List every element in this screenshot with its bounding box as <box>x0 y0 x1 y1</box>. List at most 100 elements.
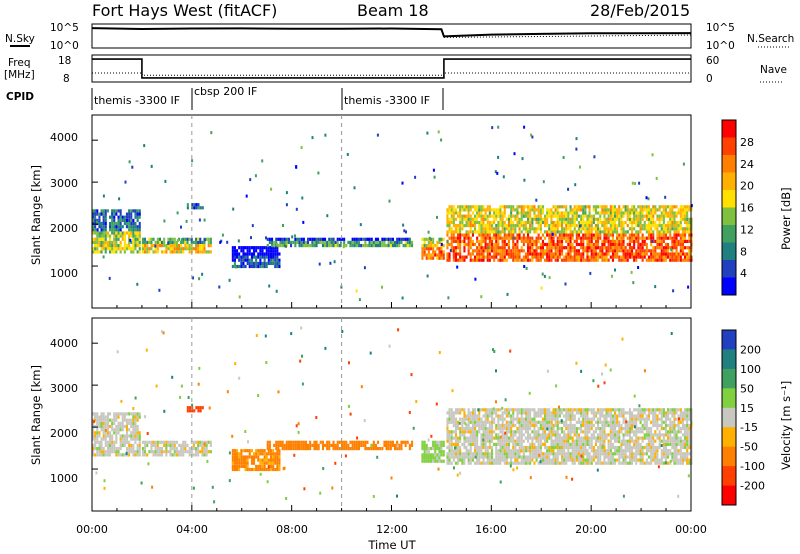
heatmap-cell <box>495 217 498 221</box>
heatmap-cell <box>622 230 625 234</box>
heatmap-cell <box>207 244 210 248</box>
heatmap-cell <box>278 449 281 453</box>
heatmap-cell <box>573 414 576 418</box>
heatmap-cell <box>633 445 636 450</box>
heatmap-cell <box>529 224 532 228</box>
heatmap-cell <box>452 233 455 237</box>
heatmap-cell <box>590 258 593 262</box>
heatmap-cell <box>594 455 597 459</box>
heatmap-cell <box>675 211 678 215</box>
heatmap-cell <box>463 455 466 459</box>
heatmap-cell <box>577 439 580 443</box>
heatmap-cell <box>450 442 453 446</box>
heatmap-cell <box>106 240 109 244</box>
heatmap-cell <box>128 218 131 222</box>
heatmap-cell <box>128 237 131 241</box>
heatmap-cell <box>586 242 589 247</box>
heatmap-cell <box>448 445 451 450</box>
heatmap-cell <box>599 411 602 415</box>
heatmap-cell <box>461 455 464 459</box>
heatmap-cell <box>618 220 621 225</box>
heatmap-cell <box>507 442 510 446</box>
heatmap-cell <box>253 455 256 459</box>
heatmap-cell <box>109 221 112 226</box>
heatmap-cell <box>599 414 602 418</box>
heatmap-cell <box>575 217 578 221</box>
heatmap-cell <box>546 458 549 462</box>
heatmap-cell <box>385 447 388 451</box>
heatmap-cell <box>575 442 578 446</box>
heatmap-cell <box>261 458 264 462</box>
heatmap-cell <box>446 255 449 259</box>
heatmap-cell <box>368 240 371 244</box>
heatmap-cell <box>448 224 451 228</box>
heatmap-cell <box>440 250 443 254</box>
heatmap-cell <box>681 249 684 253</box>
heatmap-cell <box>482 252 485 256</box>
heatmap-cell <box>571 458 574 462</box>
heatmap-cell <box>427 240 430 244</box>
heatmap-cell <box>501 246 504 250</box>
heatmap-cell <box>104 421 107 425</box>
heatmap-cell <box>624 461 627 465</box>
heatmap-cell <box>647 208 650 212</box>
heatmap-cell <box>626 252 629 256</box>
heatmap-cell <box>548 420 551 424</box>
heatmap-cell <box>618 208 621 212</box>
heatmap-cell <box>688 236 691 240</box>
heatmap-cell <box>486 417 489 421</box>
heatmap-cell <box>643 452 646 456</box>
heatmap-cell <box>637 442 640 446</box>
heatmap-cell <box>138 415 141 419</box>
heatmap-cell <box>454 423 457 428</box>
heatmap-cell <box>102 240 105 244</box>
heatmap-cell <box>624 255 627 259</box>
heatmap-cell <box>660 249 663 253</box>
heatmap-cell <box>637 439 640 443</box>
heatmap-cell <box>454 433 457 437</box>
heatmap-cell <box>588 227 591 231</box>
heatmap-cell <box>527 242 530 247</box>
heatmap-cell <box>510 436 513 440</box>
heatmap-cell <box>482 442 485 446</box>
heatmap-cell <box>601 408 604 412</box>
heatmap-cell <box>476 214 479 218</box>
heatmap-cell <box>501 239 504 243</box>
heatmap-cell <box>210 131 213 135</box>
heatmap-cell <box>554 242 557 247</box>
heatmap-cell <box>544 214 547 218</box>
heatmap-cell <box>628 436 631 440</box>
heatmap-cell <box>294 240 297 244</box>
heatmap-cell <box>408 443 411 447</box>
heatmap-cell <box>584 233 587 237</box>
heatmap-cell <box>134 431 137 435</box>
heatmap-cell <box>270 464 273 468</box>
heatmap-cell <box>628 442 631 446</box>
heatmap-cell <box>452 208 455 212</box>
heatmap-cell <box>423 447 426 451</box>
heatmap-cell <box>537 211 540 215</box>
heatmap-cell <box>263 264 266 269</box>
heatmap-cell <box>658 458 661 462</box>
heatmap-cell <box>501 236 504 240</box>
heatmap-cell <box>574 183 577 187</box>
heatmap-cell <box>643 408 646 412</box>
heatmap-cell <box>586 220 589 225</box>
heatmap-cell <box>270 249 273 253</box>
heatmap-cell <box>499 258 502 262</box>
heatmap-cell <box>499 249 502 253</box>
heatmap-cell <box>355 237 358 241</box>
heatmap-cell <box>482 445 485 450</box>
heatmap-cell <box>580 246 583 250</box>
heatmap-cell <box>535 452 538 456</box>
heatmap-cell <box>255 467 258 472</box>
heatmap-cell <box>535 252 538 256</box>
heatmap-cell <box>527 211 530 215</box>
heatmap-cell <box>121 434 124 438</box>
heatmap-cell <box>556 239 559 243</box>
heatmap-cell <box>650 455 653 459</box>
heatmap-cell <box>117 231 120 235</box>
heatmap-cell <box>505 430 508 434</box>
heatmap-cell <box>459 230 462 234</box>
heatmap-cell <box>471 427 474 431</box>
